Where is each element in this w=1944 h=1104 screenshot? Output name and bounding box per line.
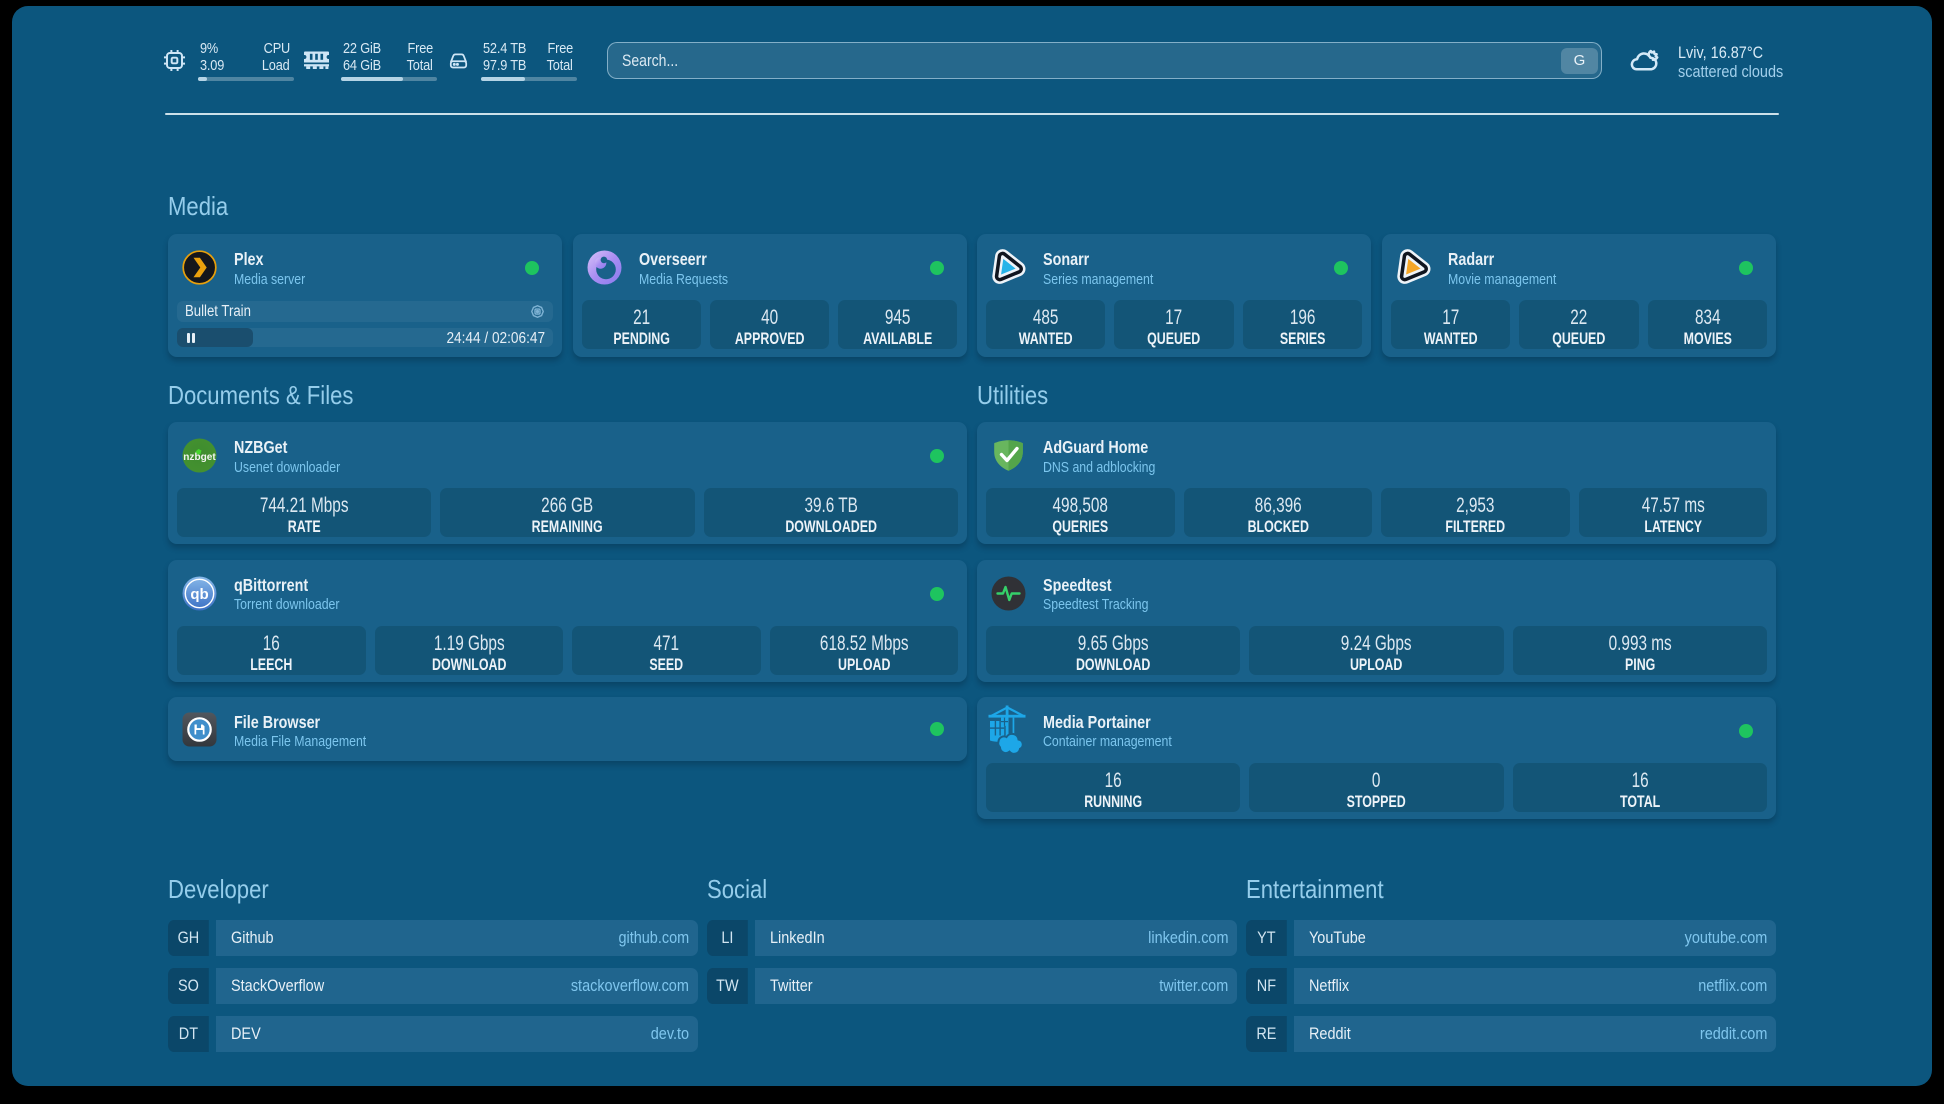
svg-text:nzbget: nzbget [183, 452, 216, 463]
svg-text:qb: qb [190, 586, 208, 603]
